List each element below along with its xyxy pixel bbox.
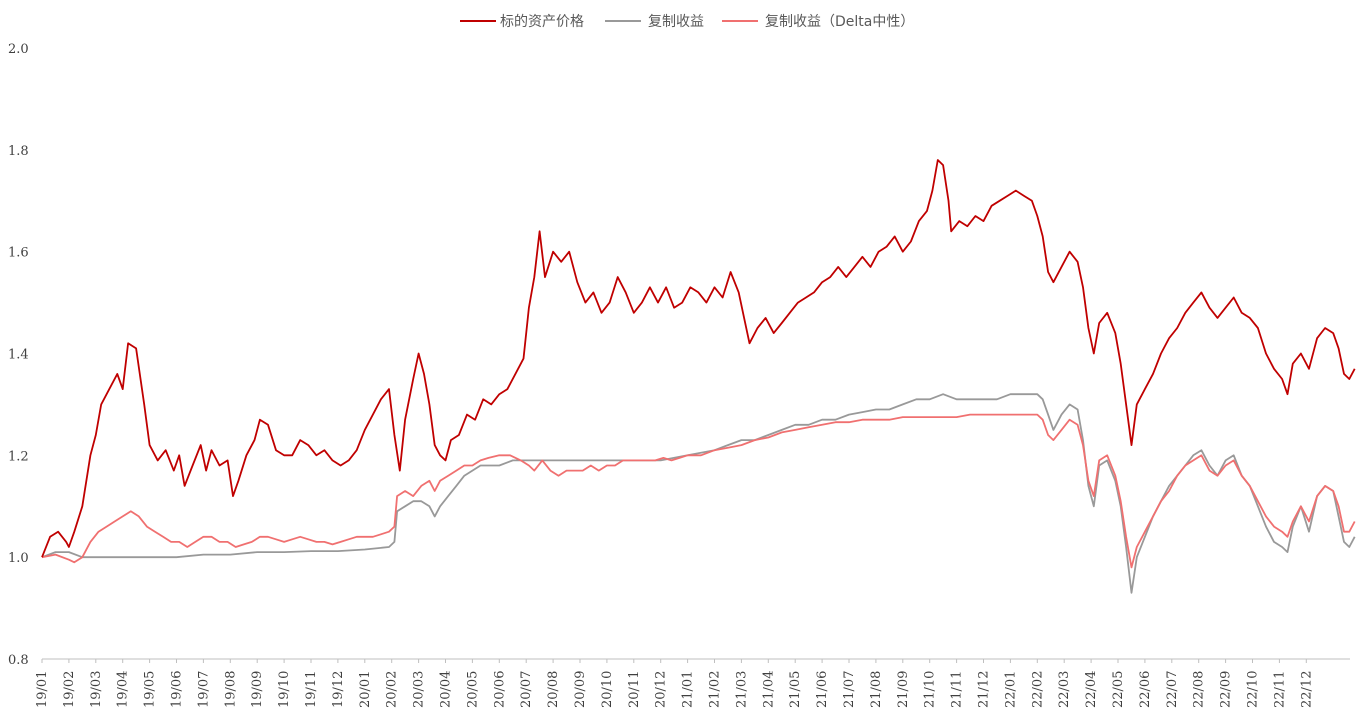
x-tick-label-24: 21/01	[681, 671, 696, 708]
x-tick-label-29: 21/06	[815, 671, 830, 708]
x-tick-label-26: 21/03	[734, 671, 749, 708]
x-tick-label-8: 19/09	[250, 671, 265, 708]
x-tick-label-28: 21/05	[788, 671, 803, 708]
series-layer	[41, 159, 1356, 594]
x-tick-label-6: 19/07	[196, 671, 211, 708]
x-tick-label-25: 21/02	[708, 671, 723, 708]
x-tick-label-22: 20/11	[627, 671, 642, 708]
x-tick-label-19: 20/08	[546, 671, 561, 708]
x-tick-label-16: 20/05	[465, 671, 480, 708]
x-tick-label-11: 19/12	[331, 671, 346, 708]
x-tick-label-17: 20/06	[492, 671, 507, 708]
y-tick-label-5: 1.8	[8, 144, 29, 159]
x-tick-label-7: 19/08	[223, 671, 238, 708]
x-tick-label-47: 22/12	[1299, 671, 1314, 708]
x-tick-label-1: 19/02	[62, 671, 77, 708]
x-tick-label-20: 20/09	[573, 671, 588, 708]
x-tick-label-14: 20/03	[412, 671, 427, 708]
x-tick-label-21: 20/10	[600, 671, 615, 708]
x-tick-label-32: 21/09	[896, 671, 911, 708]
x-tick-label-4: 19/05	[143, 671, 158, 708]
y-tick-label-4: 1.6	[8, 246, 29, 261]
x-tick-label-30: 21/07	[842, 671, 857, 708]
x-tick-label-15: 20/04	[439, 671, 454, 708]
x-tick-label-33: 21/10	[923, 671, 938, 708]
x-tick-label-34: 21/11	[950, 671, 965, 708]
x-tick-label-13: 20/02	[385, 671, 400, 708]
x-tick-label-42: 22/07	[1165, 671, 1180, 708]
y-tick-label-3: 1.4	[8, 348, 29, 363]
x-tick-label-38: 22/03	[1057, 671, 1072, 708]
x-tick-label-9: 19/10	[277, 671, 292, 708]
legend-label-1: 复制收益	[648, 13, 704, 30]
x-tick-label-43: 22/08	[1192, 671, 1207, 708]
x-tick-label-46: 22/11	[1272, 671, 1287, 708]
series-line-2	[41, 413, 1356, 569]
x-tick-label-31: 21/08	[869, 671, 884, 708]
x-axis: 19/01 19/02 19/03 19/04 19/05 19/06 19/07 19/08…	[35, 658, 1350, 708]
x-tick-label-3: 19/04	[116, 671, 131, 708]
legend-label-0: 标的资产价格	[500, 14, 584, 30]
x-tick-label-36: 22/01	[1003, 671, 1018, 708]
x-tick-label-44: 22/09	[1219, 671, 1234, 708]
y-tick-label-2: 1.2	[8, 449, 29, 464]
x-tick-label-2: 19/03	[89, 671, 104, 708]
series-line-0	[41, 159, 1356, 558]
series-line-1	[41, 393, 1356, 594]
x-tick-label-18: 20/07	[519, 671, 534, 708]
legend: 标的资产价格 复制收益 复制收益（Delta中性）	[460, 13, 914, 30]
y-tick-label-0: 0.8	[8, 653, 29, 668]
x-tick-label-27: 21/04	[761, 671, 776, 708]
x-tick-label-37: 22/02	[1030, 671, 1045, 708]
x-tick-label-23: 20/12	[654, 671, 669, 708]
x-tick-label-39: 22/04	[1084, 671, 1099, 708]
x-tick-label-10: 19/11	[304, 671, 319, 708]
x-tick-label-0: 19/01	[35, 671, 50, 708]
y-tick-label-1: 1.0	[8, 551, 29, 566]
x-tick-label-35: 21/12	[977, 671, 992, 708]
x-tick-label-41: 22/06	[1138, 671, 1153, 708]
legend-label-2: 复制收益（Delta中性）	[765, 13, 914, 30]
x-tick-label-5: 19/06	[170, 671, 185, 708]
x-tick-label-40: 22/05	[1111, 671, 1126, 708]
y-axis: 0.8 1.0 1.2 1.4 1.6 1.8 2.0	[8, 42, 29, 668]
x-tick-label-12: 20/01	[358, 671, 373, 708]
y-tick-label-6: 2.0	[8, 42, 29, 57]
x-tick-label-45: 22/10	[1246, 671, 1261, 708]
